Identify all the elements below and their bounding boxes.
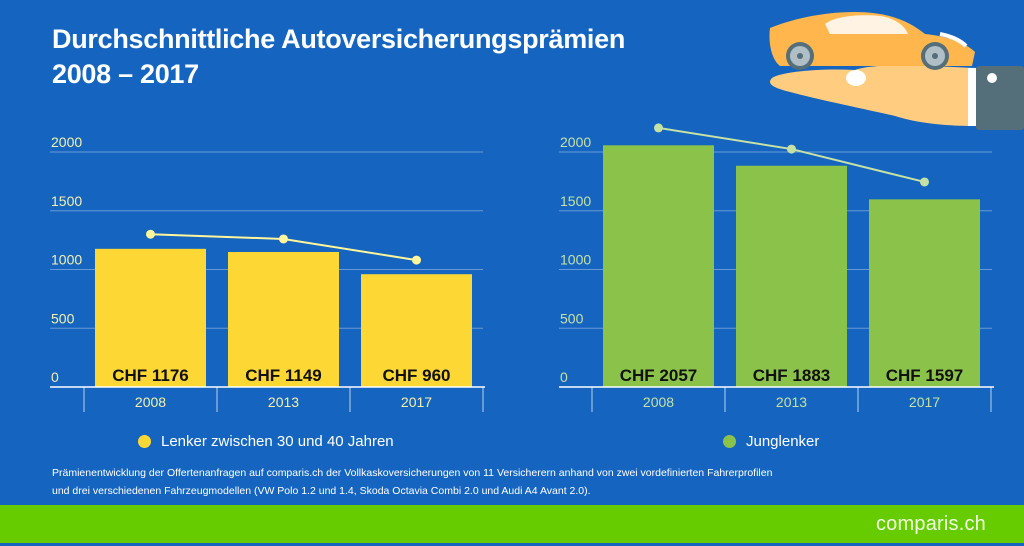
y-tick-label: 1500 [51, 193, 82, 209]
x-tick-label: 2013 [268, 394, 299, 410]
y-tick-label: 1000 [560, 252, 591, 268]
y-tick-label: 500 [51, 310, 75, 326]
footer-bar: comparis.ch [0, 505, 1024, 543]
title-line-1: Durchschnittliche Autoversicherungsprämi… [52, 24, 626, 54]
y-tick-label: 2000 [560, 134, 591, 150]
bar [603, 145, 714, 387]
trend-point [412, 255, 421, 265]
trend-point [787, 144, 796, 154]
chart-title: Durchschnittliche Autoversicherungsprämi… [52, 22, 625, 92]
footnote: Prämienentwicklung der Offertenanfragen … [52, 464, 772, 500]
title-line-2: 2008 – 2017 [52, 59, 199, 89]
comparis-logo[interactable]: comparis.ch [875, 513, 986, 535]
y-tick-label: 0 [560, 369, 568, 385]
y-tick-label: 1000 [51, 252, 82, 268]
legend-label: Lenker zwischen 30 und 40 Jahren [161, 433, 394, 450]
legend-item-series-1: Lenker zwischen 30 und 40 Jahren [138, 433, 394, 450]
x-tick-label: 2013 [776, 394, 807, 410]
trend-point [920, 177, 929, 187]
trend-point [654, 123, 663, 133]
footnote-line-2: und drei verschiedenen Fahrzeugmodellen … [52, 485, 591, 497]
x-tick-label: 2008 [135, 394, 166, 410]
car-on-hand-illustration [769, 12, 1024, 130]
y-tick-label: 0 [51, 369, 59, 385]
bar-data-label: CHF 960 [382, 366, 450, 385]
bar-data-label: CHF 1149 [245, 366, 322, 385]
bar [869, 199, 980, 387]
bar-data-label: CHF 1176 [112, 366, 189, 385]
footnote-line-1: Prämienentwicklung der Offertenanfragen … [52, 467, 773, 479]
trend-point [146, 229, 155, 239]
car-icon [769, 12, 975, 70]
bar-data-label: CHF 1597 [886, 366, 963, 385]
bar-data-label: CHF 2057 [620, 366, 697, 385]
hand-icon [770, 65, 1024, 130]
bar-data-label: CHF 1883 [753, 366, 830, 385]
bar [361, 274, 472, 387]
bar [736, 165, 847, 387]
y-tick-label: 2000 [51, 134, 82, 150]
x-tick-label: 2017 [909, 394, 940, 410]
legend-marker-green [723, 435, 736, 448]
x-tick-label: 2017 [401, 394, 432, 410]
bar [95, 248, 206, 387]
legend-marker-yellow [138, 435, 151, 448]
bar [228, 251, 339, 387]
legend-label: Junglenker [746, 433, 820, 450]
y-tick-label: 1500 [560, 193, 591, 209]
y-tick-label: 500 [560, 310, 584, 326]
legend-item-series-2: Junglenker [723, 433, 819, 450]
trend-point [279, 234, 288, 244]
x-tick-label: 2008 [643, 394, 674, 410]
